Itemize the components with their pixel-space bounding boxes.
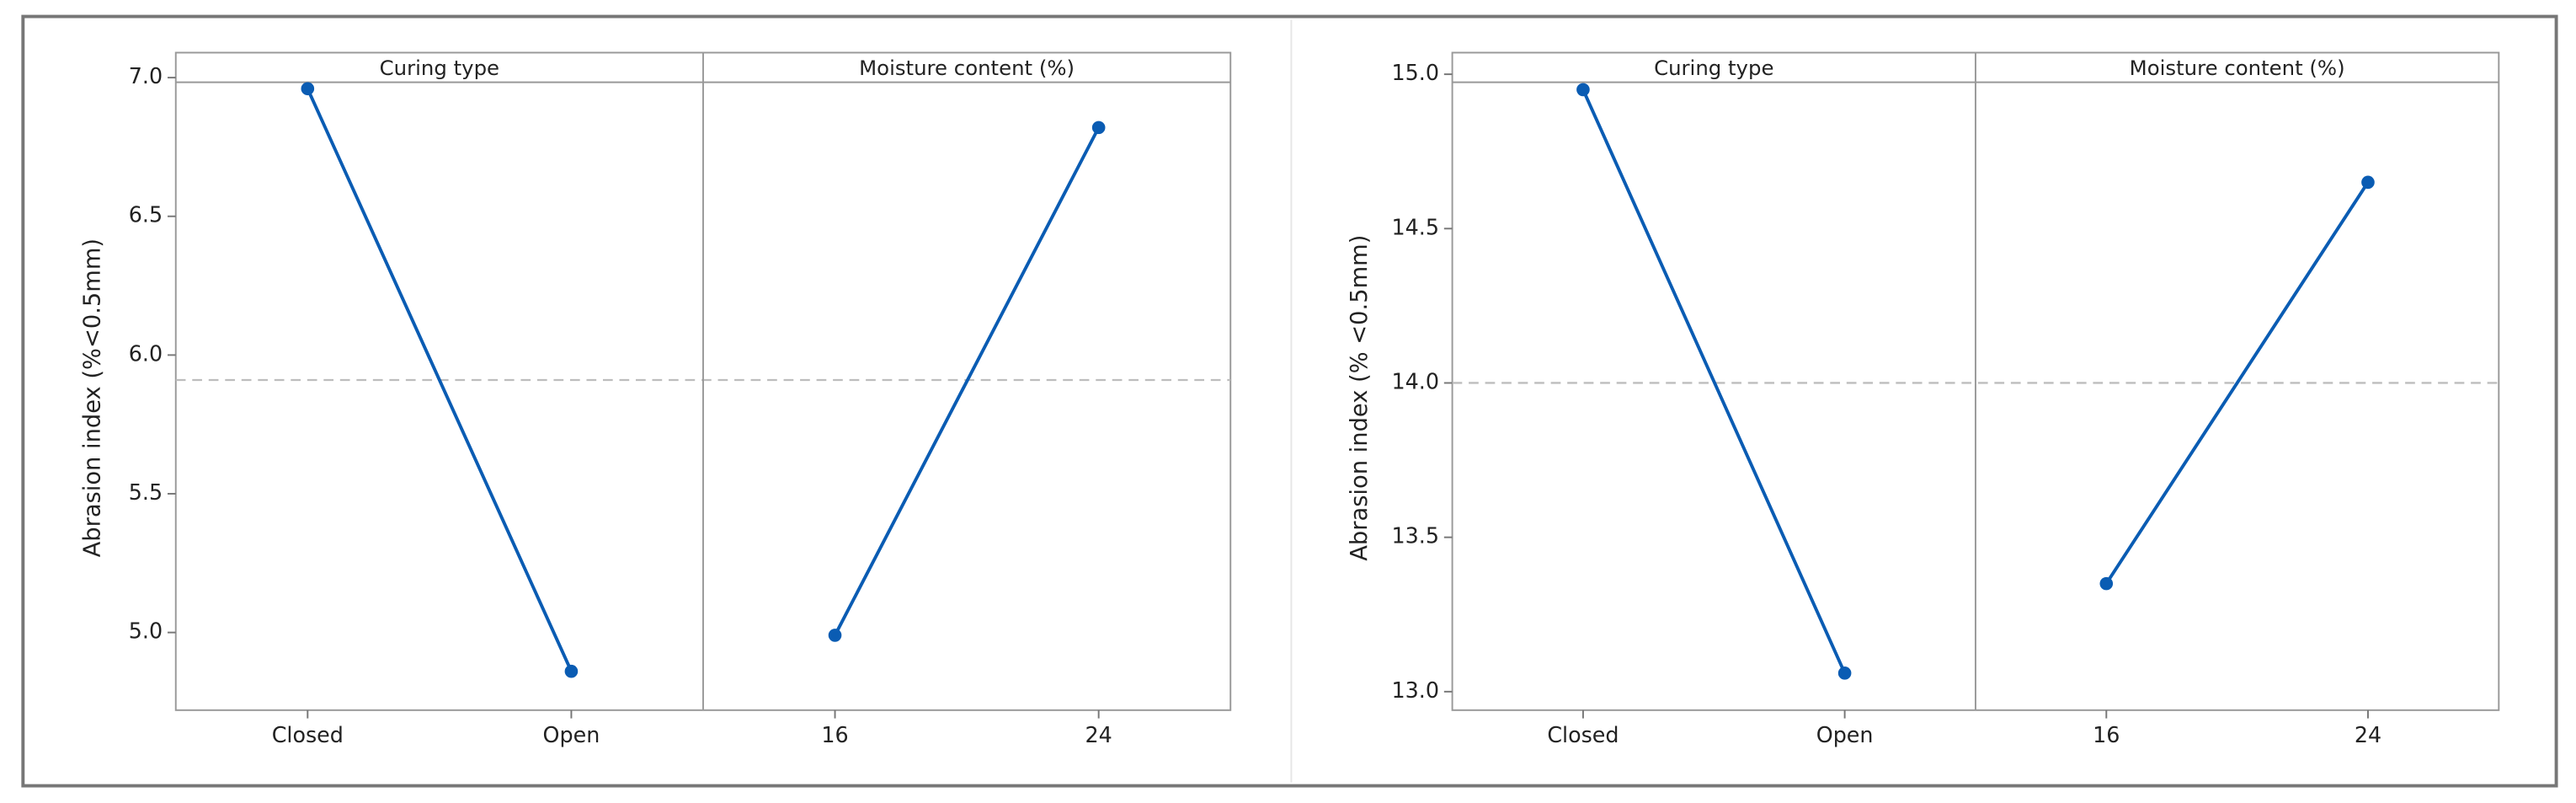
x-tick-label: 24 xyxy=(2355,722,2381,747)
panel-title: Curing type xyxy=(380,56,499,80)
y-axis-label: Abrasion index (%<0.5mm) xyxy=(80,238,106,558)
x-tick-label: Closed xyxy=(272,722,344,747)
x-tick-label: Open xyxy=(543,722,600,747)
y-tick-label: 7.0 xyxy=(129,63,163,88)
data-point xyxy=(1091,120,1106,135)
panel-title: Moisture content (%) xyxy=(2130,56,2345,80)
y-tick-label: 6.5 xyxy=(129,202,163,228)
x-tick-label: 16 xyxy=(2093,722,2120,747)
data-point xyxy=(564,664,579,678)
panel-title: Curing type xyxy=(1654,56,1773,80)
x-tick-label: Open xyxy=(1816,722,1874,747)
data-point xyxy=(1837,666,1852,680)
y-tick-label: 14.0 xyxy=(1392,368,1439,393)
main-effect-line xyxy=(306,88,573,672)
y-tick-label: 13.0 xyxy=(1392,677,1439,703)
x-tick-label: 16 xyxy=(821,722,848,747)
y-tick-label: 14.5 xyxy=(1392,214,1439,239)
outer-frame xyxy=(21,14,2558,788)
y-tick-label: 5.0 xyxy=(129,618,163,644)
y-tick-label: 6.0 xyxy=(129,340,163,366)
panel-title: Moisture content (%) xyxy=(859,56,1075,80)
data-point xyxy=(828,629,842,642)
data-point xyxy=(2361,175,2375,190)
main-effect-line xyxy=(833,126,1101,636)
y-tick-label: 13.5 xyxy=(1392,523,1439,549)
y-axis-label: Abrasion index (% <0.5mm) xyxy=(1347,235,1373,561)
data-point xyxy=(2099,576,2114,591)
y-tick-label: 5.5 xyxy=(129,479,163,505)
main-effect-line xyxy=(2104,181,2370,585)
y-tick-label: 15.0 xyxy=(1392,60,1439,85)
main-effect-line xyxy=(1581,88,1847,674)
x-tick-label: 24 xyxy=(1085,722,1112,747)
x-tick-label: Closed xyxy=(1547,722,1619,747)
data-point xyxy=(301,82,315,96)
data-point xyxy=(1576,83,1590,97)
